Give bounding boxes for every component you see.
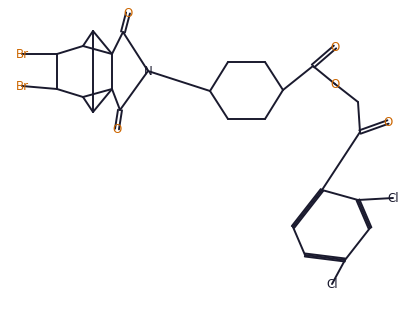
- Text: Cl: Cl: [325, 278, 337, 291]
- Text: N: N: [143, 64, 152, 77]
- Text: O: O: [330, 40, 339, 53]
- Text: O: O: [123, 6, 132, 19]
- Text: Br: Br: [15, 79, 28, 93]
- Text: Cl: Cl: [386, 191, 398, 204]
- Text: O: O: [330, 77, 339, 91]
- Text: Br: Br: [15, 47, 28, 60]
- Text: O: O: [382, 116, 392, 129]
- Text: O: O: [112, 123, 122, 136]
